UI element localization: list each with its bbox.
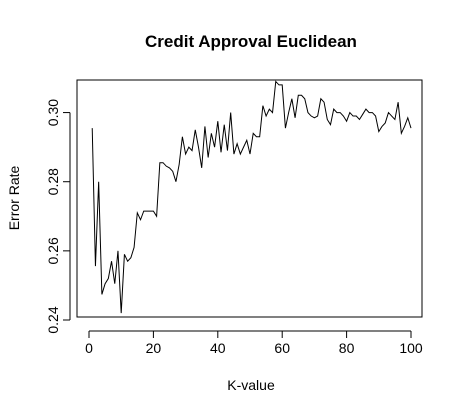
x-axis: 0 20 40 60 80 100 (85, 331, 423, 356)
chart-title: Credit Approval Euclidean (145, 32, 357, 51)
y-tick-label: 0.24 (45, 306, 61, 333)
y-tick-label: 0.26 (45, 237, 61, 264)
x-tick-label: 80 (339, 340, 355, 356)
plot-frame (77, 80, 422, 317)
error-rate-line (92, 81, 411, 313)
x-tick-label: 40 (210, 340, 226, 356)
y-tick-label: 0.28 (45, 168, 61, 195)
x-tick-label: 100 (399, 340, 423, 356)
y-axis-label: Error Rate (6, 166, 22, 231)
y-axis: 0.24 0.26 0.28 0.30 (45, 99, 70, 334)
y-tick-label: 0.30 (45, 99, 61, 126)
x-tick-label: 20 (146, 340, 162, 356)
x-tick-label: 60 (274, 340, 290, 356)
x-tick-label: 0 (85, 340, 93, 356)
x-axis-label: K-value (227, 377, 275, 393)
